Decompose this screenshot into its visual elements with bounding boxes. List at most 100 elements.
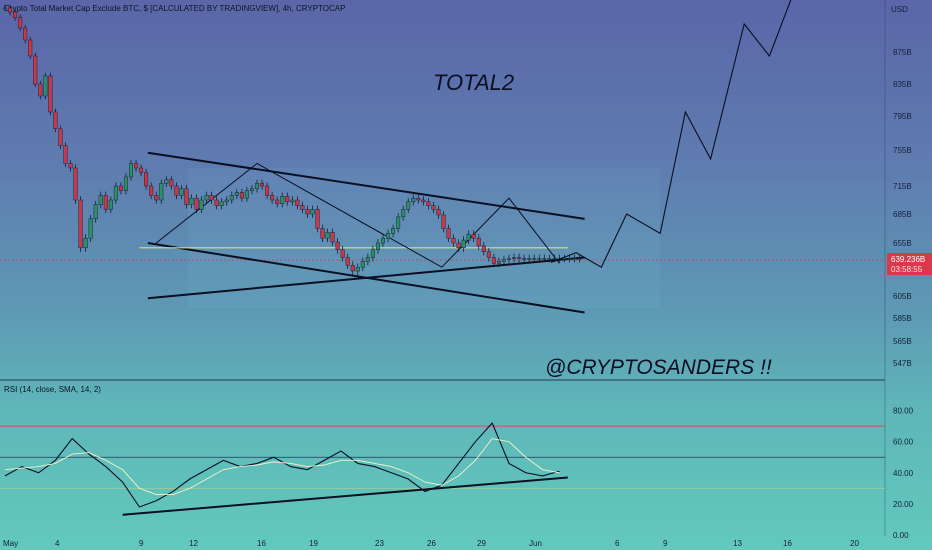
- candle-body: [23, 27, 28, 41]
- candle-body: [194, 197, 199, 210]
- time-axis: May 4 9 12 16 19 23 26 29 Jun 6 9 13 16 20: [3, 539, 859, 548]
- candle-body: [330, 232, 335, 243]
- candle-body: [174, 185, 179, 196]
- candle-body: [134, 163, 139, 169]
- candle-body: [466, 234, 471, 241]
- candle-body: [431, 205, 436, 210]
- rsi-tick-label: 20.00: [893, 500, 914, 509]
- candle-body: [249, 188, 254, 191]
- rsi-sma-line: [4, 438, 560, 496]
- price-tick-label: 715B: [893, 182, 912, 191]
- candle-body: [169, 179, 174, 187]
- candle-body: [73, 167, 78, 201]
- candle-body: [310, 209, 315, 215]
- price-badge-bg: [887, 253, 932, 275]
- candle-body: [48, 75, 53, 113]
- candle-body: [522, 258, 527, 260]
- candle-body: [496, 261, 501, 264]
- price-tick-label: 685B: [893, 210, 912, 219]
- candle-body: [406, 201, 411, 210]
- candle-body: [285, 196, 290, 203]
- candle-body: [441, 214, 446, 229]
- candle-body: [78, 199, 83, 249]
- candle-body: [335, 241, 340, 250]
- candle-body: [501, 259, 506, 262]
- candle-body: [28, 39, 33, 57]
- candle-body: [219, 201, 224, 206]
- candle-body: [13, 11, 18, 18]
- candle-body: [214, 199, 219, 206]
- time-tick-label: 20: [850, 539, 859, 548]
- candle-body: [300, 205, 305, 210]
- candle-body: [295, 199, 300, 206]
- time-tick-label: 29: [477, 539, 486, 548]
- candle-body: [512, 257, 517, 259]
- price-badge: 639.236B 03:58:55: [887, 253, 932, 275]
- candle-body: [476, 237, 481, 247]
- currency-label: USD: [891, 5, 908, 14]
- candle-body: [139, 167, 144, 173]
- rsi-axis: 80.00 60.00 40.00 20.00 0.00: [893, 407, 914, 540]
- candle-body: [315, 209, 320, 229]
- candle-body: [53, 111, 58, 129]
- candle-body: [456, 242, 461, 249]
- candle-body: [305, 209, 310, 215]
- rsi-series: [4, 421, 568, 516]
- candle-body: [270, 195, 275, 201]
- candle-body: [461, 239, 466, 249]
- candle-body: [567, 258, 572, 260]
- candle-body: [239, 192, 244, 199]
- candle-body: [471, 234, 476, 239]
- trendline-channel-upper: [147, 151, 585, 220]
- price-tick-label: 795B: [893, 112, 912, 121]
- candle-body: [149, 185, 154, 196]
- candle-body: [451, 237, 456, 244]
- candle-body: [375, 242, 380, 250]
- rsi-line: [4, 421, 560, 508]
- candle-body: [8, 7, 13, 13]
- candle-body: [123, 176, 128, 191]
- candle-body: [199, 199, 204, 210]
- candle-body: [396, 216, 401, 229]
- candle-body: [83, 237, 88, 249]
- price-tick-label: 655B: [893, 239, 912, 248]
- candle-body: [68, 163, 73, 169]
- candle-body: [184, 188, 189, 205]
- candle-body: [537, 258, 542, 260]
- candle-body: [103, 195, 108, 210]
- rsi-levels: [0, 425, 885, 489]
- candle-body: [164, 179, 169, 184]
- candle-body: [421, 199, 426, 203]
- zigzag-pattern: [155, 162, 560, 268]
- candle-body: [154, 195, 159, 201]
- time-tick-label: May: [3, 539, 18, 548]
- candle-body: [108, 199, 113, 210]
- candle-body: [381, 237, 386, 244]
- candle-body: [345, 257, 350, 266]
- price-tick-label: 565B: [893, 337, 912, 346]
- candle-body: [265, 185, 270, 196]
- candle-body: [18, 17, 23, 29]
- candle-body: [179, 188, 184, 196]
- candle-body: [542, 258, 547, 260]
- time-tick-label: 26: [427, 539, 436, 548]
- candle-body: [436, 209, 441, 216]
- price-badge-countdown: 03:58:55: [891, 265, 923, 274]
- trendlines: [139, 151, 585, 314]
- candle-body: [144, 172, 149, 187]
- price-tick-label: 755B: [893, 146, 912, 155]
- candle-body: [224, 199, 229, 203]
- time-tick-label: Jun: [529, 539, 542, 548]
- rsi-tick-label: 40.00: [893, 469, 914, 478]
- candle-body: [572, 258, 577, 260]
- candle-body: [552, 258, 557, 260]
- time-tick-label: 23: [375, 539, 384, 548]
- candle-body: [113, 185, 118, 201]
- candle-body: [159, 183, 164, 201]
- watermark-label: @CRYPTOSANDERS !!: [545, 356, 772, 379]
- candle-body: [527, 258, 532, 260]
- candle-body: [244, 190, 249, 199]
- candle-body: [204, 195, 209, 201]
- candle-body: [446, 228, 451, 239]
